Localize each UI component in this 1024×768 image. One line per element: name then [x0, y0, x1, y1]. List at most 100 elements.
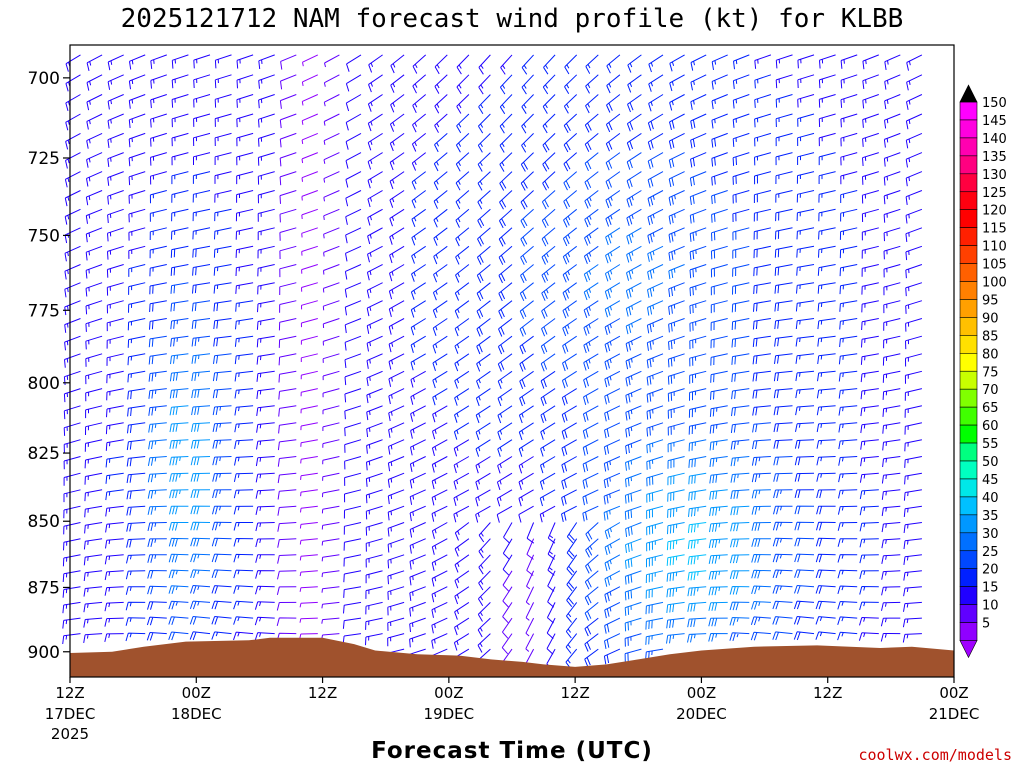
wind-barb — [754, 94, 772, 108]
wind-barb — [687, 522, 707, 534]
wind-barb — [775, 54, 793, 69]
wind-barb — [711, 171, 728, 186]
wind-barb — [146, 616, 167, 626]
wind-barb — [625, 282, 642, 299]
wind-barb — [903, 489, 922, 501]
colorbar-swatch — [959, 281, 978, 300]
wind-barb — [193, 74, 211, 89]
wind-barb — [455, 152, 470, 172]
wind-barb — [793, 631, 815, 641]
wind-barb — [646, 439, 664, 454]
wind-barb — [796, 282, 815, 294]
x-tick-year: 2025 — [51, 725, 89, 743]
colorbar-label: 80 — [982, 347, 999, 362]
wind-barb — [453, 439, 470, 457]
wind-barb — [882, 422, 901, 434]
wind-barb — [883, 335, 901, 349]
wind-barb — [191, 370, 211, 382]
wind-barb — [171, 113, 189, 128]
wind-barb — [411, 133, 427, 152]
wind-barb — [412, 54, 427, 74]
wind-barb — [170, 353, 189, 365]
wind-barb — [689, 353, 707, 367]
wind-barb — [819, 54, 836, 69]
wind-barb — [345, 208, 362, 225]
wind-barb — [256, 353, 275, 365]
wind-barb — [322, 300, 340, 311]
wind-barb — [711, 208, 728, 223]
wind-barb — [775, 171, 793, 185]
wind-barb — [83, 601, 103, 613]
wind-barb — [276, 601, 297, 611]
wind-barb — [277, 522, 297, 532]
wind-barb — [454, 370, 470, 389]
wind-barb — [190, 456, 211, 466]
wind-barb — [171, 171, 189, 185]
wind-barb — [147, 554, 167, 563]
wind-barb — [625, 538, 642, 553]
wind-barb — [903, 522, 922, 534]
colorbar-label: 100 — [982, 276, 1007, 291]
wind-barb — [213, 245, 232, 258]
wind-barb — [257, 190, 275, 204]
colorbar-swatch — [959, 317, 978, 336]
wind-barb — [906, 54, 923, 71]
wind-barb — [775, 208, 793, 222]
wind-barb — [729, 617, 750, 626]
wind-barb — [147, 505, 167, 515]
wind-barb — [409, 456, 426, 472]
wind-barb — [815, 616, 836, 625]
wind-barb — [432, 335, 448, 354]
colorbar-swatch — [959, 155, 978, 175]
wind-barb — [431, 439, 448, 457]
wind-barb — [235, 245, 254, 258]
wind-barb — [236, 132, 254, 147]
wind-barb — [323, 245, 340, 257]
wind-barb — [233, 631, 254, 641]
wind-barb — [624, 617, 642, 632]
wind-barb — [389, 208, 405, 227]
y-tick-label: 725 — [28, 149, 60, 169]
wind-barb — [455, 208, 470, 228]
wind-barb — [840, 152, 858, 166]
wind-barb — [367, 208, 383, 226]
wind-barb — [497, 388, 513, 407]
wind-barb — [432, 318, 448, 336]
wind-barb — [389, 245, 405, 264]
wind-barb — [752, 439, 771, 450]
wind-barb — [84, 472, 103, 485]
wind-barb — [191, 405, 211, 416]
wind-barb — [584, 633, 599, 652]
wind-barb — [817, 300, 836, 312]
wind-barb — [666, 633, 685, 644]
wind-barb — [65, 152, 81, 169]
wind-barb — [711, 190, 728, 205]
wind-barb — [625, 405, 642, 421]
wind-barb — [689, 245, 707, 261]
wind-barb — [647, 113, 664, 131]
wind-barb — [255, 554, 275, 563]
wind-barb — [753, 208, 772, 222]
wind-barb — [687, 538, 707, 550]
wind-barb — [212, 405, 232, 416]
wind-barb — [498, 208, 513, 229]
wind-barb — [625, 388, 642, 404]
wind-barb — [583, 245, 599, 264]
wind-barb — [687, 554, 707, 565]
wind-barb — [104, 601, 124, 612]
wind-barb — [168, 553, 189, 563]
wind-barb — [584, 133, 599, 152]
wind-barb — [794, 569, 815, 579]
wind-barb — [689, 227, 707, 242]
wind-barb — [125, 617, 146, 626]
colorbar-label: 5 — [982, 617, 990, 632]
wind-barb — [669, 54, 685, 72]
wind-barb — [255, 585, 275, 595]
wind-barb — [255, 522, 275, 532]
wind-barb — [883, 171, 901, 186]
wind-barb — [300, 505, 318, 513]
wind-barb — [323, 94, 340, 107]
wind-barb — [625, 370, 642, 387]
wind-barb — [365, 617, 383, 630]
wind-barb — [192, 227, 211, 240]
